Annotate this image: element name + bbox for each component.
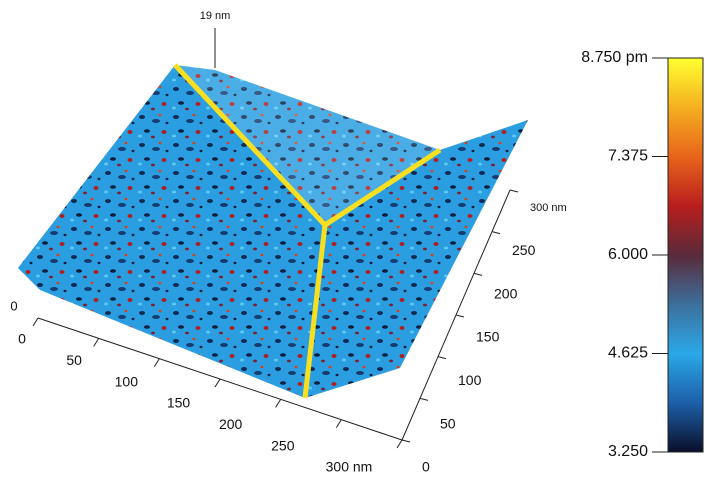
chart: 0 50 100 150 200 250 300 nm 0 50 100 150 200 250 300 … (0, 0, 705, 487)
x-tick-label: 150 (167, 395, 191, 411)
x-tick-label: 100 (115, 373, 139, 389)
x-tick-label: 200 (219, 416, 243, 432)
y-tick (474, 273, 482, 275)
y-tick (438, 357, 446, 359)
y-tick-label: 300 nm (530, 202, 567, 214)
colorbar-tick-label: 4.625 (608, 345, 648, 362)
z-tick-label: 19 nm (200, 10, 231, 22)
y-tick (402, 440, 410, 442)
x-tick (336, 420, 341, 428)
x-tick-label: 0 (18, 331, 26, 347)
x-tick (154, 359, 159, 367)
x-tick (215, 379, 220, 387)
y-tick (492, 232, 500, 234)
colorbar-tick-label: 6.000 (608, 246, 648, 263)
y-tick-label: 200 (494, 285, 518, 301)
y-tick-label: 150 (476, 329, 500, 345)
colorbar (668, 58, 703, 452)
x-tick-label: 300 nm (326, 459, 373, 475)
colorbar-tick-label: 3.250 (608, 443, 648, 460)
x-tick-label: 50 (66, 352, 82, 368)
z-tick-label: 0 (10, 298, 17, 313)
y-tick-label: 100 (458, 372, 482, 388)
x-tick (397, 440, 402, 448)
x-tick (94, 338, 99, 346)
y-tick-label: 250 (512, 242, 536, 258)
y-tick (420, 398, 428, 400)
y-tick (510, 190, 518, 192)
y-tick (456, 315, 464, 317)
x-tick (33, 318, 38, 326)
x-tick-label: 250 (271, 437, 295, 453)
colorbar-tick-label: 7.375 (608, 148, 648, 165)
y-tick-label: 0 (422, 459, 430, 475)
x-tick (276, 399, 281, 407)
surface (18, 65, 528, 398)
y-tick-label: 50 (440, 415, 456, 431)
colorbar-tick-label: 8.750 pm (581, 49, 648, 66)
